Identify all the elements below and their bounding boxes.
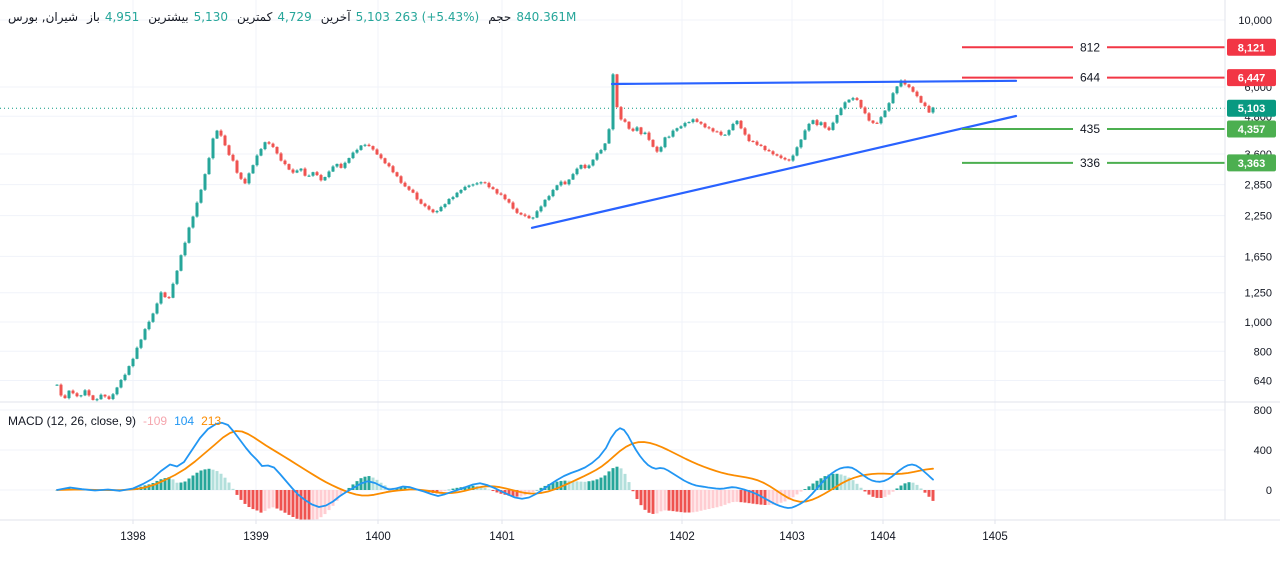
macd-tick-label: 0 [1266, 485, 1272, 497]
trendline[interactable] [530, 114, 1018, 229]
volume-value: 840.361M [516, 10, 577, 24]
macd-tick-label: 400 [1254, 445, 1272, 457]
price-tick-label: 2,250 [1244, 211, 1272, 223]
svg-text:8,121: 8,121 [1238, 42, 1266, 54]
time-tick-label: 1404 [870, 531, 896, 543]
price-tick-label: 10,000 [1238, 15, 1272, 27]
current-price-badge [1227, 99, 1276, 117]
time-tick-label: 1405 [982, 531, 1008, 543]
separators-layer [0, 0, 1280, 521]
open-value: 4,951 [104, 10, 140, 24]
trendline[interactable] [610, 79, 1018, 86]
price-tick-label: 2,850 [1244, 180, 1272, 192]
svg-text:4,357: 4,357 [1238, 124, 1266, 136]
last-value: 5,103 [355, 10, 390, 24]
level-price-badge [1227, 120, 1276, 138]
level-price-badge [1227, 69, 1276, 87]
symbol-name[interactable]: شیران, بورس [8, 10, 79, 24]
macd-main-line [56, 421, 934, 509]
macd-line-value: 104 [174, 414, 195, 428]
svg-text:5,103: 5,103 [1238, 103, 1266, 115]
time-tick-label: 1400 [365, 531, 391, 543]
time-tick-label: 1399 [243, 531, 269, 543]
time-tick-label: 1402 [669, 531, 695, 543]
levels-layer[interactable]: 812 644 435 336 [962, 39, 1225, 171]
level-line-label: 336 [1080, 156, 1100, 170]
time-axis[interactable]: 1398 1399 1400 1401 1402 1403 1404 1405 [120, 520, 1008, 543]
level-line-label: 435 [1080, 122, 1100, 136]
time-tick-label: 1403 [779, 531, 805, 543]
change-value: 263 (+5.43%) [394, 10, 480, 24]
macd-signal-line [56, 430, 934, 503]
low-value: 4,729 [277, 10, 312, 24]
high-value: 5,130 [193, 10, 228, 24]
price-axis[interactable]: 10,0006,0004,8003,6002,8502,2501,6501,25… [1238, 15, 1272, 497]
macd-signal-value: 213 [201, 414, 222, 428]
price-tick-label: 800 [1254, 346, 1272, 358]
svg-text:3,363: 3,363 [1238, 158, 1266, 170]
symbol-legend[interactable]: شیران, بورس باز 4,951 بیشترین 5,130 کمتر… [8, 10, 576, 24]
macd-tick-label: 800 [1254, 405, 1272, 417]
high-label: بیشترین [148, 10, 189, 24]
price-tick-label: 640 [1254, 376, 1272, 388]
price-tick-label: 1,000 [1244, 317, 1272, 329]
macd-legend[interactable]: MACD (12, 26, close, 9) -109 104 213 [8, 414, 221, 428]
time-tick-label: 1398 [120, 531, 146, 543]
macd-layer[interactable] [55, 421, 935, 521]
last-label: آخرین [320, 10, 351, 24]
level-line-label: 812 [1080, 40, 1100, 54]
level-line-label: 644 [1080, 71, 1100, 85]
candles-layer[interactable] [55, 73, 935, 402]
level-price-badge [1227, 154, 1276, 172]
level-price-badge [1227, 38, 1276, 56]
open-label: باز [87, 10, 100, 24]
price-tick-label: 1,650 [1244, 251, 1272, 263]
price-badges: 8,121 6,447 4,357 3,363 5,103 [1227, 38, 1276, 172]
macd-title: MACD (12, 26, close, 9) [8, 414, 137, 428]
time-tick-label: 1401 [489, 531, 515, 543]
trendlines-layer[interactable] [530, 79, 1018, 229]
macd-hist-value: -109 [143, 414, 168, 428]
svg-text:6,447: 6,447 [1238, 73, 1266, 85]
low-label: کمترین [236, 10, 273, 24]
price-tick-label: 1,250 [1244, 288, 1272, 300]
volume-label: حجم [488, 10, 512, 24]
